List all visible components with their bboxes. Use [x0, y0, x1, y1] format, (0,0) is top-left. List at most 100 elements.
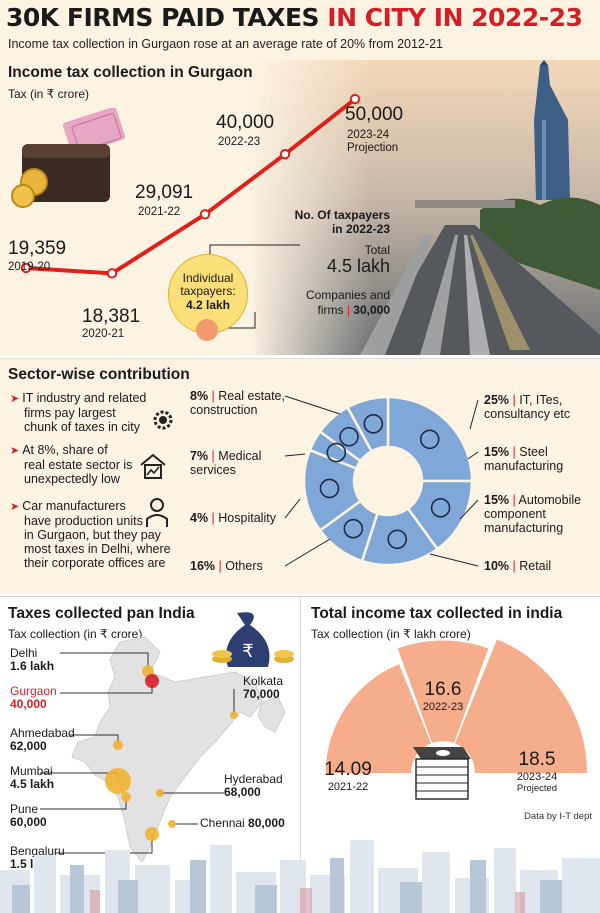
city-marker [113, 740, 123, 750]
tick-label: 2021-22 [138, 206, 181, 218]
sector-glyph-icon [363, 414, 384, 434]
sector-name: services [190, 463, 236, 477]
car-person-icon [146, 498, 168, 527]
sector-glyph-icon [319, 478, 340, 499]
leader-line [284, 498, 301, 519]
bullet-realestate: ➤ At 8%, share of real estate sector is u… [10, 443, 132, 486]
sector-label: 10% | Retail [484, 559, 551, 573]
data-point [106, 268, 118, 279]
headline-red: IN CITY IN 2022-23 [327, 3, 583, 32]
data-point [199, 209, 211, 220]
sector-percent: 15% [484, 493, 510, 507]
bullet-line: firms pay largest [24, 406, 116, 420]
sector-name: Others [225, 559, 263, 573]
india-map: ₹ [40, 612, 294, 863]
sector-glyph-icon [387, 529, 408, 550]
sector-section: Sector-wise contribution ➤ IT industry an… [0, 358, 600, 594]
pan-india-section: Taxes collected pan India Tax collection… [0, 596, 300, 913]
fan-value: 14.09 [324, 759, 372, 780]
fan-marks [325, 639, 587, 773]
section-title: Sector-wise contribution [8, 366, 190, 383]
sector-separator: | [208, 389, 219, 403]
header: 30K FIRMS PAID TAXES IN CITY IN 2022-23 … [0, 0, 600, 60]
data-label: 40,000 [216, 112, 275, 133]
sector-percent: 16% [190, 559, 216, 573]
sector-name: Automobile [518, 493, 582, 507]
companies-label-line2: firms [317, 303, 344, 317]
leader-line [467, 451, 479, 460]
bullet-line: unexpectedly low [24, 472, 120, 486]
data-point [349, 93, 361, 105]
bullet-line: have production units [24, 514, 143, 528]
sector-percent: 10% [484, 559, 510, 573]
fan-value: 16.6 [424, 679, 462, 700]
sector-label: 15% | Steel manufacturing [484, 445, 563, 473]
city-value: 60,000 [10, 815, 47, 829]
bullet-line: most taxes in Delhi, where [24, 542, 171, 556]
bullet-car: ➤ Car manufacturers have production units… [10, 499, 171, 570]
section-title: Income tax collection in Gurgaon [8, 64, 253, 81]
rupee-bag-icon: ₹ [212, 612, 294, 667]
gurgaon-tax-section: Income tax collection in Gurgaon Tax (in… [0, 60, 600, 355]
headline-black: 30K FIRMS PAID TAXES [6, 3, 320, 32]
sector-glyph-icon [430, 497, 451, 518]
sector-separator: | [509, 393, 520, 407]
data-point [20, 262, 32, 274]
fan-sector [454, 639, 587, 773]
data-label: 18,381 [82, 306, 141, 327]
city-name: Mumbai [10, 764, 53, 778]
companies-label-line1: Companies and [305, 288, 390, 302]
fan-note: Projected [516, 783, 558, 794]
tick-label: 2020-21 [82, 328, 125, 340]
data-credit: Data by I-T dept [524, 811, 592, 822]
city-marker [145, 674, 159, 688]
taxpayers-heading: No. Of taxpayers in 2022-23 [250, 208, 390, 236]
sector-label: 7% | Medical services [190, 449, 261, 477]
fan-sector [397, 640, 489, 743]
city-marker [230, 711, 238, 719]
sector-separator: | [208, 511, 219, 525]
individual-value: 4.2 lakh [185, 298, 231, 312]
city-marker [168, 820, 176, 828]
arrow-icon: ➤ [10, 393, 20, 405]
leader-line [429, 553, 479, 567]
city-value: 40,000 [10, 697, 47, 711]
fan-value: 18.5 [518, 749, 556, 770]
taxpayers-heading-line2: in 2022-23 [331, 222, 390, 236]
city-kolkata: Kolkata 70,000 [243, 675, 283, 701]
sector-name: manufacturing [484, 459, 564, 473]
city-chennai: Chennai 80,000 [200, 817, 285, 830]
wallet-icon [11, 108, 126, 208]
city-mumbai: Mumbai 4.5 lakh [10, 765, 54, 791]
sector-percent: 25% [484, 393, 510, 407]
city-value: 4.5 lakh [10, 777, 55, 791]
city-marker [105, 768, 131, 794]
bullet-line: real estate sector is [24, 458, 133, 472]
city-marker [142, 665, 154, 677]
sector-percent: 4% [190, 511, 209, 525]
sector-separator: | [208, 449, 219, 463]
sector-label: 25% | IT, ITes, consultancy etc [484, 393, 570, 421]
sector-percent: 8% [190, 389, 209, 403]
bullet-line: in Gurgaon, but they pay [24, 528, 161, 542]
section-title: Taxes collected pan India [8, 605, 195, 622]
bullet-line: At 8%, share of [22, 443, 108, 457]
city-value: 68,000 [224, 785, 261, 799]
unit-label: Tax collection (in ₹ lakh crore) [311, 627, 471, 641]
individual-dot [196, 319, 218, 341]
sector-glyph-icon [339, 426, 359, 447]
sector-name: construction [190, 403, 258, 417]
city-gurgaon: Gurgaon 40,000 [10, 685, 57, 711]
donut-slice [386, 395, 474, 483]
fan-category: 2021-22 [327, 781, 369, 793]
sector-percent: 15% [484, 445, 510, 459]
sector-name: consultancy etc [484, 407, 571, 421]
companies-taxpayers: Companies and firms | 30,000 [255, 288, 390, 318]
data-label: 19,359 [8, 238, 67, 259]
city-hyderabad: Hyderabad 68,000 [224, 773, 283, 799]
sector-glyph-icon [419, 429, 440, 450]
city-value: 1.6 lakh [10, 659, 55, 673]
leader-line [469, 399, 479, 430]
sector-separator: | [509, 559, 520, 573]
map-markers [40, 652, 238, 854]
